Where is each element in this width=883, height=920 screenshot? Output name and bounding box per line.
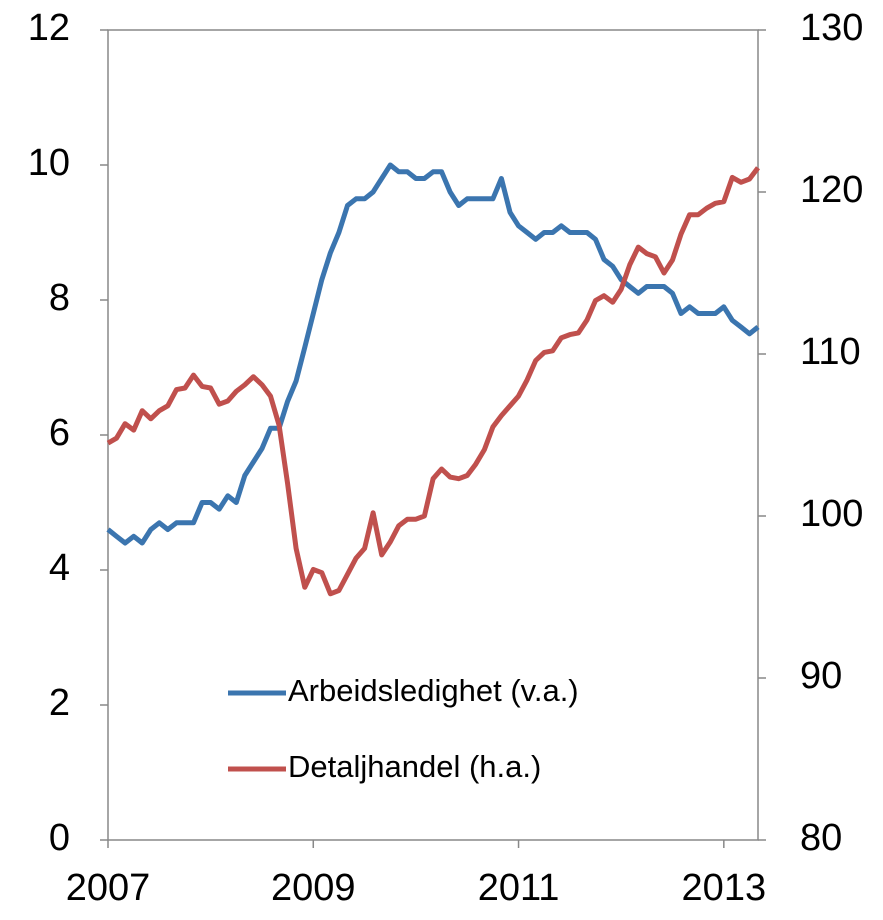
x-tick-label: 2011 — [478, 867, 560, 909]
x-tick-label: 2009 — [271, 867, 356, 909]
y-tick-label: 10 — [28, 142, 70, 184]
y2-tick-label: 120 — [800, 169, 863, 211]
y2-tick-label: 130 — [800, 7, 863, 49]
series-line — [106, 162, 760, 546]
y2-tick-label: 110 — [800, 331, 861, 373]
plot-frame — [107, 29, 759, 841]
y-tick-label: 0 — [49, 817, 70, 859]
x-tick-label: 2007 — [66, 867, 151, 909]
y-tick-label: 6 — [49, 412, 70, 454]
y-tick-label: 8 — [49, 277, 70, 319]
y-tick-label: 4 — [49, 547, 70, 589]
legend-label: Detaljhandel (h.a.) — [288, 749, 541, 784]
y2-tick-label: 100 — [800, 493, 863, 535]
y2-tick-label: 80 — [800, 817, 842, 859]
x-tick-label: 2013 — [682, 867, 767, 909]
y2-tick-label: 90 — [800, 655, 842, 697]
y-tick-label: 12 — [28, 7, 70, 49]
series-line — [106, 166, 760, 597]
legend-label: Arbeidsledighet (v.a.) — [288, 673, 579, 708]
y-tick-label: 2 — [49, 682, 70, 724]
